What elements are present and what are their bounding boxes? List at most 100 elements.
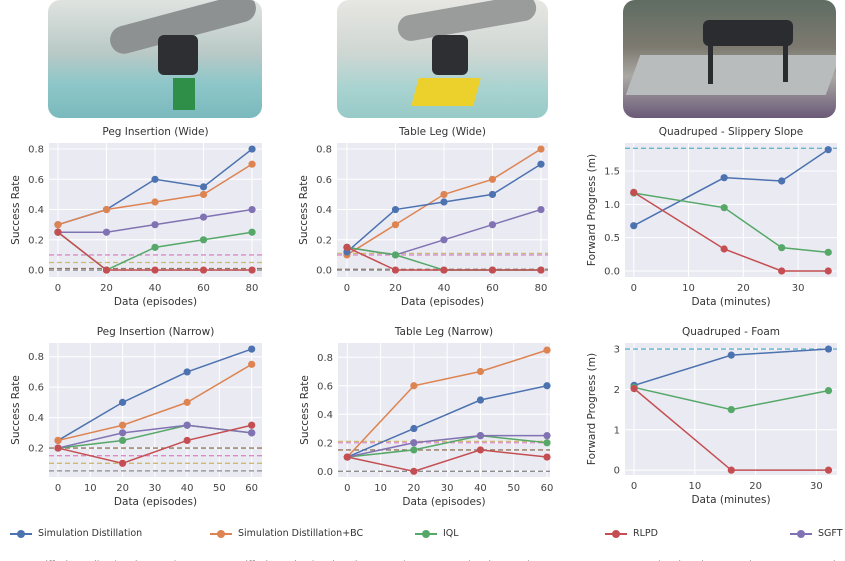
series-line-sim-distill: [347, 385, 548, 458]
data-point-sim-distill: [440, 198, 448, 206]
data-point-sim-distill: [537, 160, 545, 168]
chart-title: Quadruped - Foam: [682, 326, 780, 338]
data-point-rlpd: [824, 466, 833, 474]
series-line-sgft: [57, 424, 252, 449]
data-point-rlpd: [537, 266, 545, 274]
y-tick-label: 0: [614, 466, 620, 477]
x-tick-label: 20: [389, 283, 402, 294]
x-tick-label: 30: [810, 481, 823, 492]
data-point-rlpd: [199, 266, 208, 274]
data-point-sim-distill-bc: [54, 221, 62, 229]
subplot-quadruped-foam: 0 10 20 30 0 1 2 3 Quadruped - Foam Data (minutes…: [586, 326, 837, 506]
x-tick-label: 40: [438, 283, 451, 294]
data-point-sgft: [543, 432, 551, 440]
data-point-sgft: [151, 221, 159, 229]
y-axis-label: Success Rate: [298, 175, 310, 245]
chart-title: Table Leg (Wide): [398, 126, 486, 138]
x-tick-label: 40: [474, 483, 487, 494]
x-tick-label: 10: [374, 483, 387, 494]
y-tick-label: 0.6: [28, 383, 44, 394]
data-point-rlpd: [488, 266, 497, 274]
data-point-rlpd: [54, 444, 62, 452]
data-point-rlpd: [543, 453, 551, 461]
y-tick-label: 0.0: [317, 467, 333, 478]
data-point-rlpd: [248, 421, 256, 429]
data-point-rlpd: [727, 466, 735, 474]
line-marker-swatch: [210, 529, 232, 539]
y-tick-label: 1.0: [604, 200, 620, 211]
chart-title: Peg Insertion (Wide): [102, 126, 208, 138]
x-axis-label: Data (episodes): [401, 296, 484, 308]
data-point-sgft: [248, 429, 256, 437]
x-tick-label: 0: [55, 483, 61, 494]
series-line-sim-distill: [57, 348, 252, 442]
data-point-sim-distill-bc: [199, 190, 208, 199]
data-point-sim-distill-bc: [537, 145, 545, 153]
x-tick-label: 0: [631, 283, 637, 294]
y-axis-label: Success Rate: [10, 375, 22, 445]
series-line-sim-distill: [633, 149, 829, 227]
legend-item-rlpd: RLPD: [605, 528, 658, 539]
legend-label: IQL: [443, 528, 459, 539]
y-tick-label: 0.8: [28, 352, 44, 363]
data-point-sim-distill: [118, 398, 127, 406]
y-tick-label: 2: [614, 385, 620, 396]
data-point-rlpd: [410, 467, 418, 475]
series-line-sim-distill-bc: [346, 349, 548, 458]
data-point-sgft: [488, 221, 497, 229]
data-point-sim-distill-bc: [151, 198, 159, 206]
data-point-sim-distill: [183, 368, 191, 376]
data-point-rlpd: [630, 385, 638, 393]
data-point-sim-distill-bc: [440, 190, 448, 199]
x-tick-label: 20: [749, 481, 762, 492]
y-tick-label: 0.8: [316, 145, 332, 156]
x-tick-label: 50: [213, 483, 226, 494]
data-point-sgft: [118, 429, 127, 437]
x-tick-label: 0: [344, 283, 350, 294]
y-tick-label: 0.5: [604, 233, 620, 244]
legend-item-sim-distill-bc: Simulation Distillation+BC: [210, 528, 363, 539]
data-point-sim-distill: [824, 345, 833, 353]
x-tick-label: 80: [535, 283, 548, 294]
data-point-rlpd: [391, 266, 400, 274]
data-point-sim-distill: [824, 146, 832, 154]
y-tick-label: 0.6: [317, 381, 333, 392]
line-marker-swatch: [605, 529, 627, 539]
x-tick-label: 60: [245, 483, 258, 494]
data-point-rlpd: [440, 266, 448, 274]
data-point-sim-distill: [248, 345, 256, 353]
data-point-sim-distill-bc: [248, 360, 256, 368]
table-leg-robot-photo: [337, 0, 548, 118]
legend-label: Simulation Distillation+BC: [238, 528, 364, 539]
chart-title: Peg Insertion (Narrow): [97, 326, 215, 338]
data-point-sgft: [440, 236, 448, 244]
x-axis-label: Data (minutes): [691, 494, 770, 506]
data-point-sim-distill-bc: [410, 382, 418, 390]
x-tick-label: 80: [246, 283, 259, 294]
data-point-rlpd: [54, 228, 62, 236]
data-point-sim-distill-bc: [476, 367, 485, 376]
y-tick-label: 0.6: [28, 175, 44, 186]
series-line-sim-distill-bc: [57, 363, 253, 442]
x-tick-label: 60: [486, 283, 499, 294]
data-point-iql: [778, 244, 786, 252]
series-line-iql: [633, 192, 829, 254]
y-axis-label: Success Rate: [10, 175, 22, 245]
y-tick-label: 0.2: [316, 235, 332, 246]
data-point-iql: [410, 446, 418, 454]
legend-label: RLPD: [633, 528, 658, 539]
line-marker-swatch: [790, 529, 812, 539]
y-tick-label: 0.0: [604, 267, 620, 278]
data-point-sim-distill: [476, 396, 485, 404]
data-point-sgft: [199, 213, 208, 221]
y-tick-label: 0.6: [316, 175, 332, 186]
x-tick-label: 0: [55, 283, 61, 294]
x-tick-label: 20: [116, 483, 129, 494]
subplot-table-leg-wide-: 0 20 40 60 80 0.0 0.2 0.4 0.6 0.8 Table Leg (Wide)…: [298, 126, 548, 308]
data-point-sgft: [102, 228, 111, 236]
data-point-sim-distill: [630, 222, 638, 230]
y-axis-label: Forward Progress (m): [586, 353, 598, 465]
data-point-sim-distill-bc: [391, 221, 400, 229]
